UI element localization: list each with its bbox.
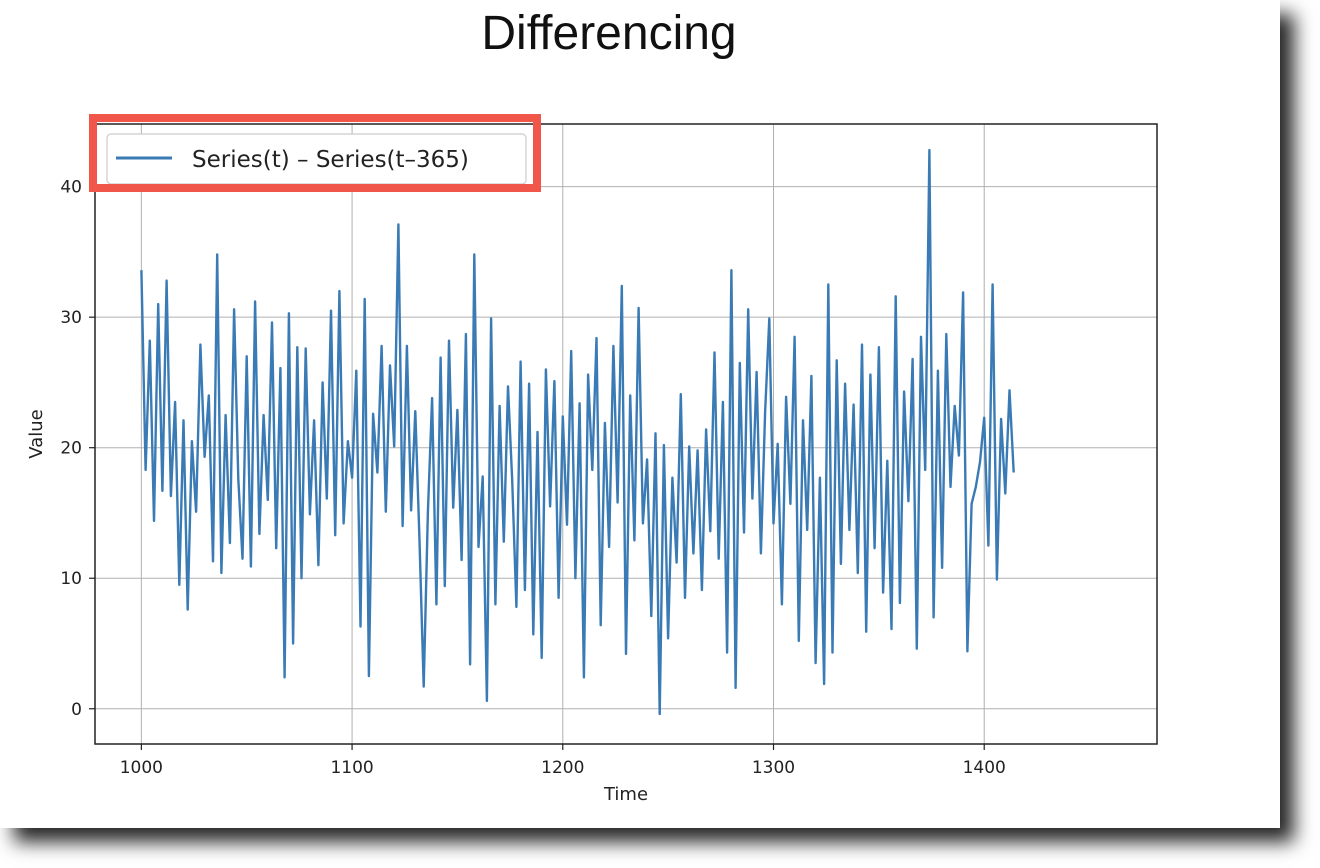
y-tick-label: 20	[60, 439, 82, 459]
x-tick-label: 1100	[330, 758, 373, 778]
y-tick-label: 0	[71, 700, 82, 720]
legend: Series(t) – Series(t–365)	[89, 114, 541, 192]
y-tick-label: 40	[60, 178, 82, 198]
chart: 1000 1100 1200 1300 1400 0 10 20 30 40 Time Valu…	[26, 114, 1158, 805]
series-line	[140, 148, 1015, 716]
x-tick-label: 1200	[541, 758, 584, 778]
y-tick-label: 30	[60, 308, 82, 328]
y-axis-label: Value	[26, 409, 47, 458]
series-layer	[140, 148, 1015, 716]
x-tick-label: 1000	[120, 758, 163, 778]
x-tick-labels: 1000 1100 1200 1300 1400	[120, 744, 1006, 778]
legend-label: Series(t) – Series(t–365)	[192, 147, 469, 173]
slide: Differencing 1000 1100 1200 1300 1400 0 10 20 3…	[26, 7, 1158, 805]
x-tick-label: 1400	[963, 758, 1006, 778]
plot-frame	[94, 123, 1158, 745]
x-axis-label: Time	[603, 784, 648, 805]
y-tick-label: 10	[60, 569, 82, 589]
y-tick-labels: 0 10 20 30 40	[60, 178, 95, 720]
x-tick-label: 1300	[752, 758, 795, 778]
legend-highlight-box	[89, 114, 541, 192]
slide-title: Differencing	[481, 7, 737, 60]
